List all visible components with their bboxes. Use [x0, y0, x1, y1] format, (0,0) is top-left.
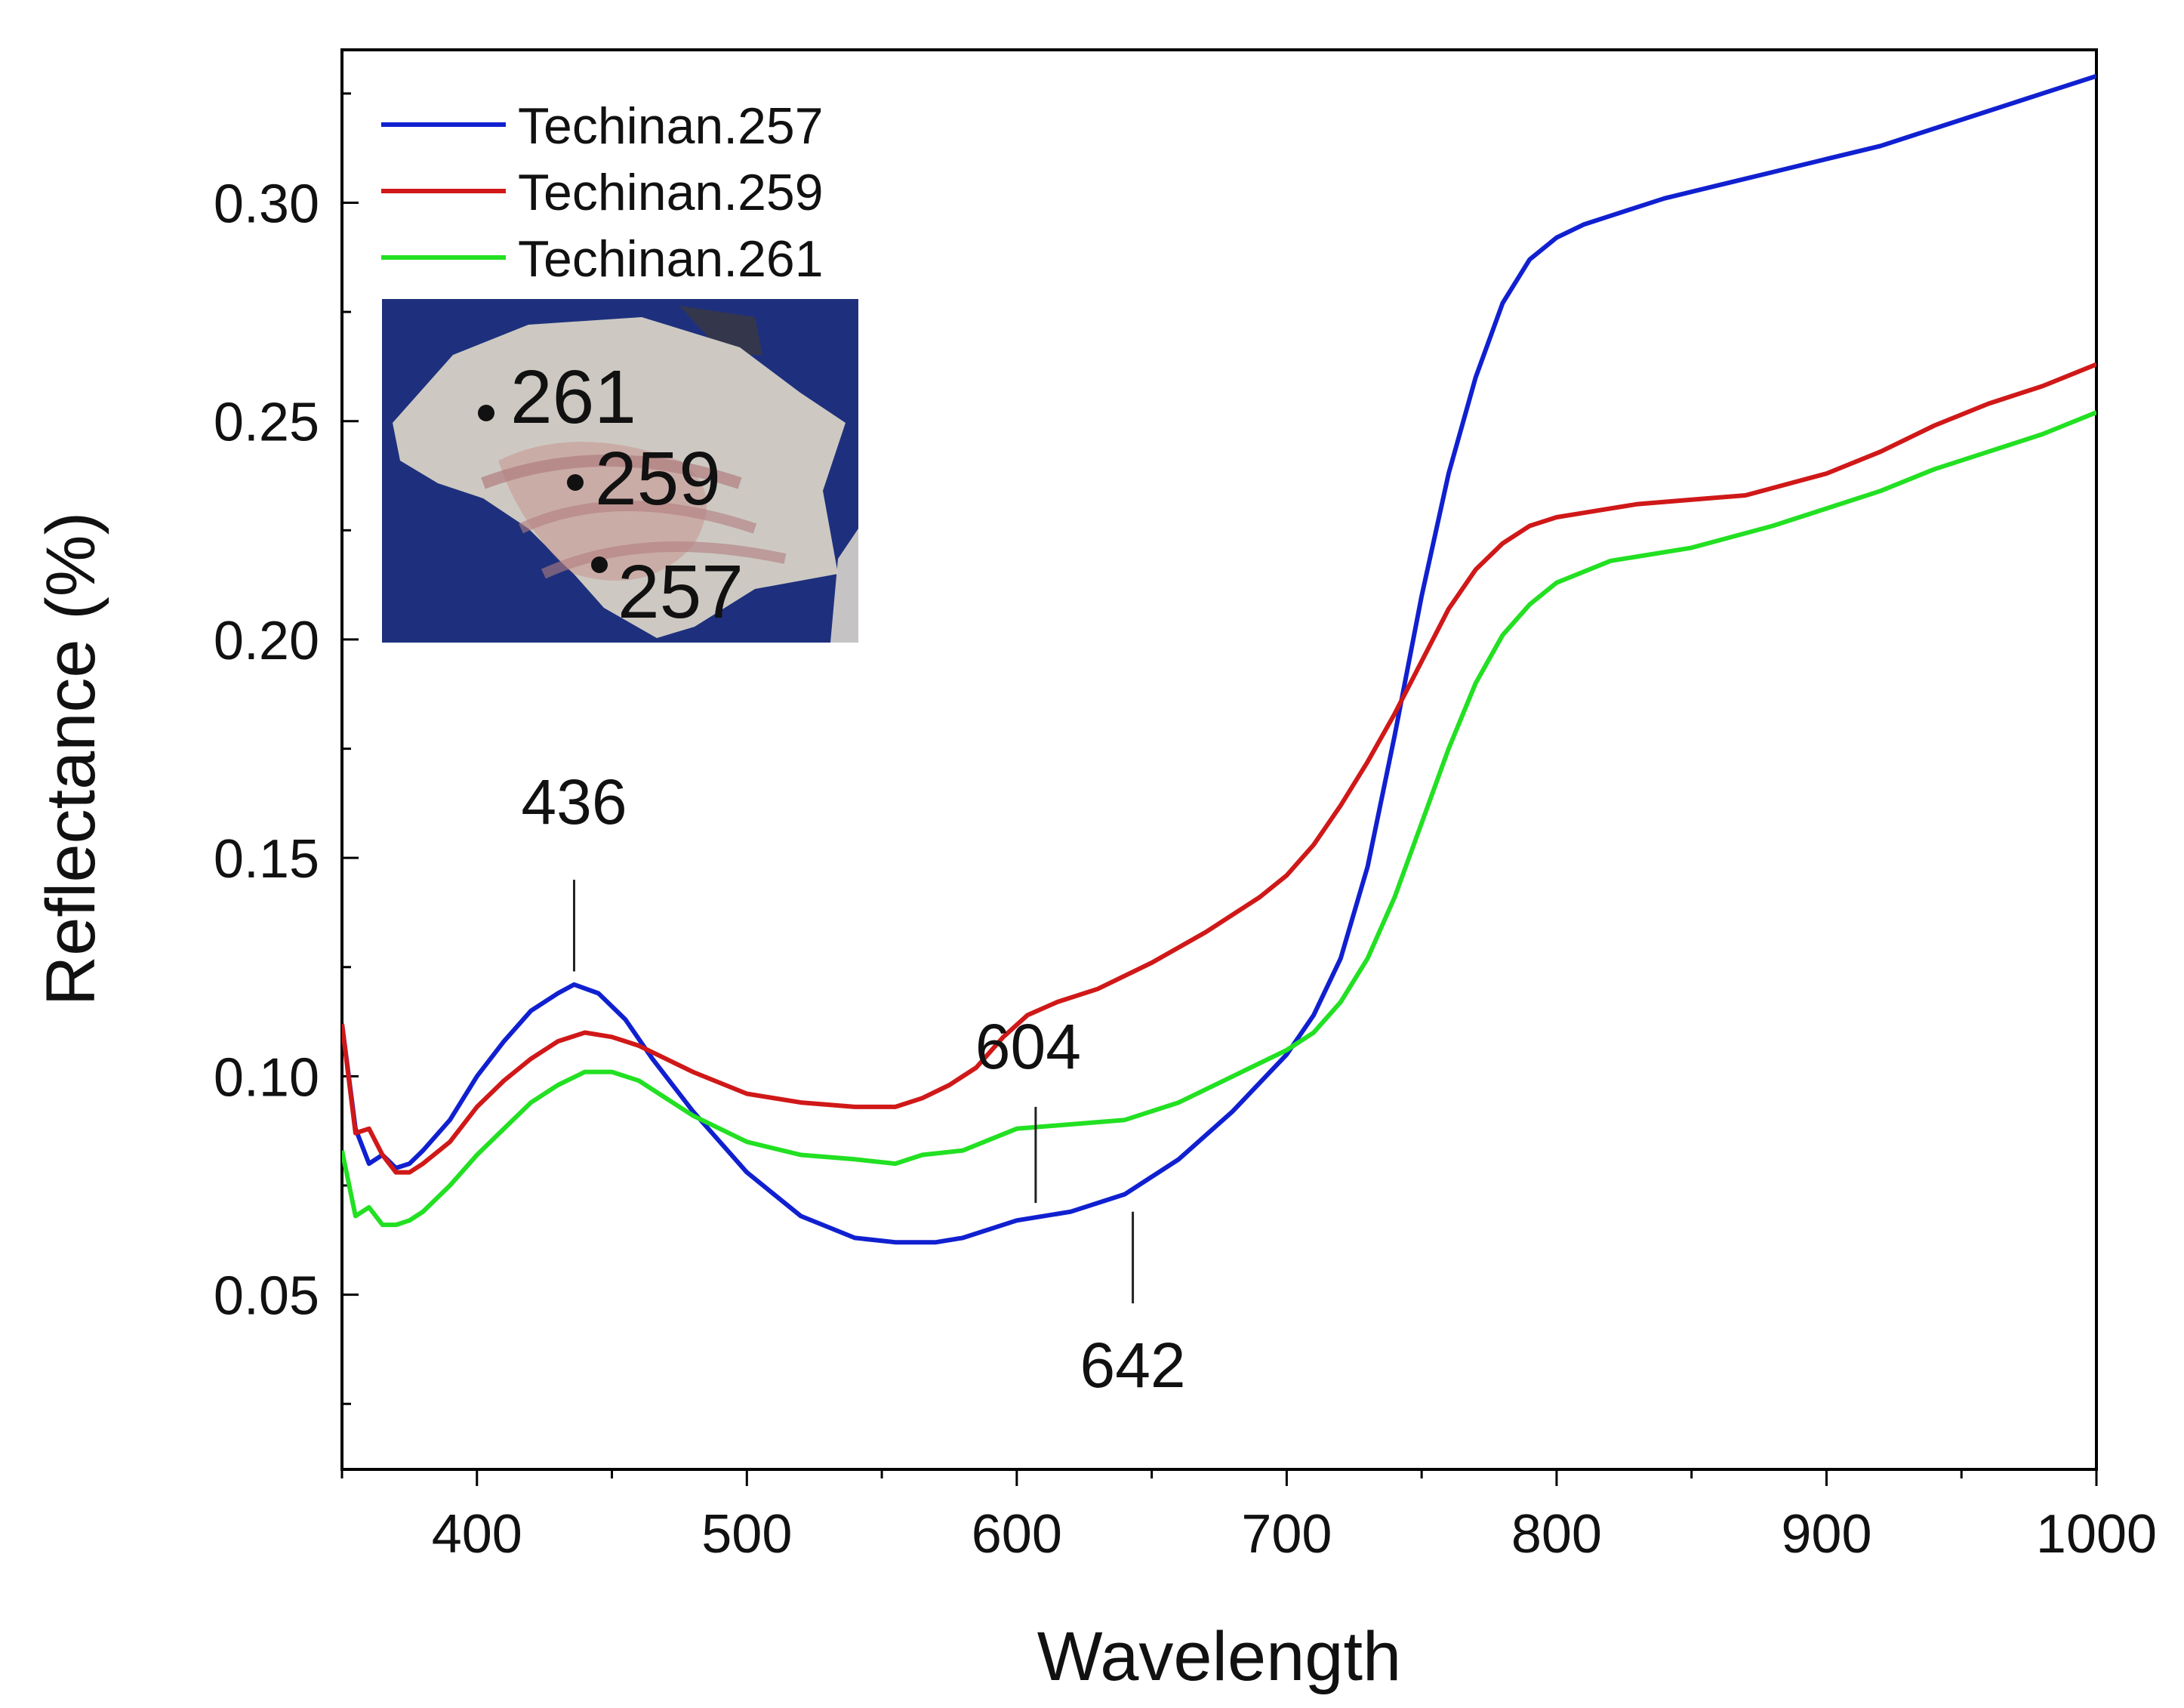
sample-photo-inset: 261 259 257 [382, 299, 858, 643]
axes-frame [340, 48, 2098, 1471]
y-tick-label: 0.10 [214, 1047, 319, 1108]
series-line-techinan-261 [342, 410, 2096, 1228]
x-tick-label: 400 [432, 1504, 522, 1565]
annotation-label-604: 604 [975, 1011, 1081, 1082]
y-tick-label: 0.25 [214, 393, 319, 453]
series-line-techinan-259 [342, 362, 2096, 1175]
legend-label: Techinan.259 [518, 164, 824, 221]
y-tick-label: 0.05 [214, 1266, 319, 1327]
x-tick-label: 900 [1781, 1504, 1871, 1565]
sample-point-257-dot [591, 556, 608, 573]
x-tick-label: 800 [1511, 1504, 1602, 1565]
sample-point-259-dot [567, 474, 584, 491]
x-tick-label: 600 [972, 1504, 1062, 1565]
y-axis: 0.05 0.10 0.15 0.20 0.25 0.30 [214, 92, 359, 1405]
y-tick-label: 0.30 [214, 174, 319, 234]
legend: Techinan.257 Techinan.259 Techinan.261 [381, 97, 824, 288]
sample-point-261-dot [478, 405, 494, 421]
y-tick-label: 0.15 [214, 829, 319, 889]
legend-label: Techinan.261 [518, 230, 824, 288]
annotation-label-436: 436 [521, 766, 627, 837]
series-line-techinan-257 [342, 73, 2096, 1245]
annotation-label-642: 642 [1080, 1330, 1186, 1401]
sample-point-259-label: 259 [595, 436, 721, 521]
legend-label: Techinan.257 [518, 97, 824, 155]
x-tick-label: 500 [701, 1504, 792, 1565]
y-tick-label: 0.20 [214, 611, 319, 671]
x-tick-label: 700 [1241, 1504, 1332, 1565]
x-axis: 400 500 600 700 800 900 1000 [340, 1469, 2157, 1565]
x-tick-label: 1000 [2036, 1504, 2157, 1565]
y-axis-label: Reflectance (%) [32, 512, 109, 1006]
series-lines [342, 73, 2096, 1245]
sample-point-257-label: 257 [618, 550, 744, 634]
sample-point-261-label: 261 [510, 355, 636, 439]
x-axis-label: Wavelength [1037, 1618, 1401, 1695]
peak-annotations: 436 604 642 [521, 766, 1185, 1401]
